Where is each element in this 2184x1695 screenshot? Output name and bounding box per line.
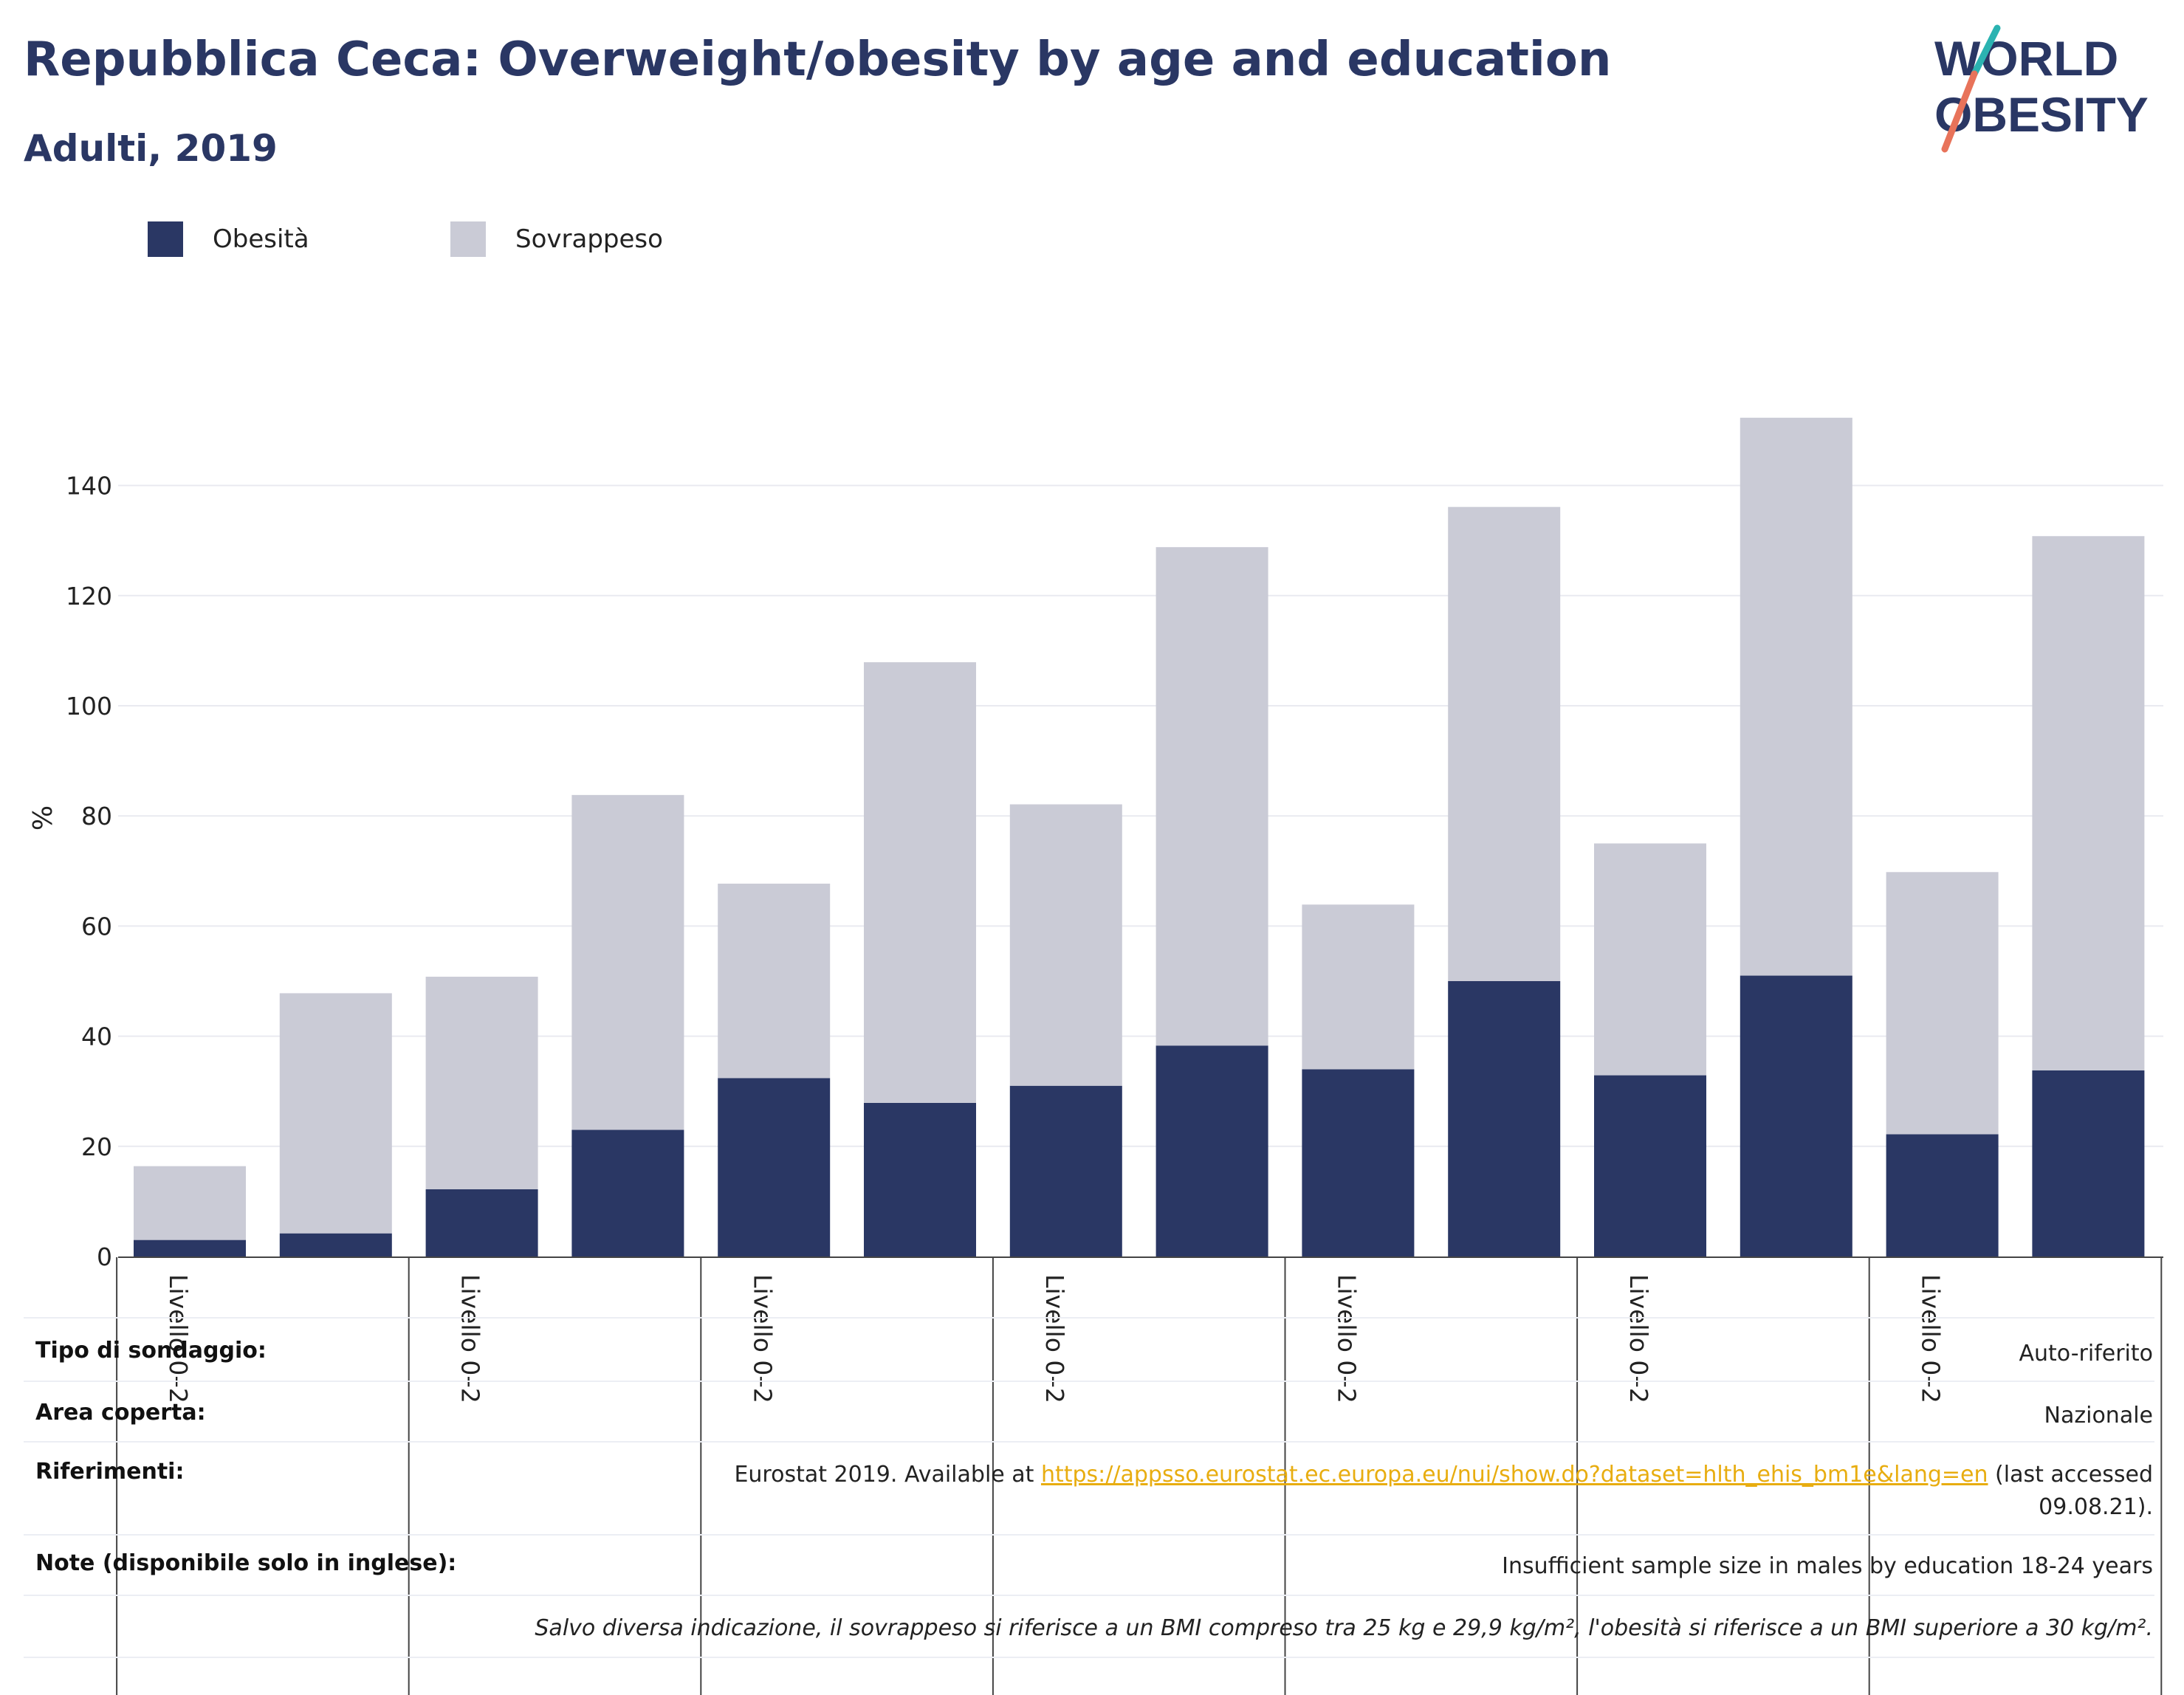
bar-obesity [1302, 1069, 1415, 1256]
info-divider [24, 1441, 2154, 1443]
x-category-label: Livello 0–2 [1624, 1274, 1653, 1403]
x-category-label: Livello 0–2 [1917, 1274, 1946, 1403]
bar-obesity [2032, 1070, 2145, 1256]
legend-label-overweight: Sovrappeso [515, 224, 663, 254]
legend-swatch-obesity [148, 221, 183, 257]
info-divider [24, 1534, 2154, 1536]
chart-title: Repubblica Ceca: Overweight/obesity by a… [24, 32, 1612, 87]
footnote-text: Salvo diversa indicazione, il sovrappeso… [535, 1615, 2153, 1641]
info-divider [24, 1381, 2154, 1382]
references-prefix: Eurostat 2019. Available at [734, 1462, 1041, 1488]
bar-overweight [1009, 804, 1122, 1086]
bar-obesity [1594, 1075, 1706, 1256]
bar-overweight [2032, 536, 2145, 1070]
bar-overweight [864, 662, 976, 1103]
y-tick-label: 60 [81, 912, 112, 941]
bar-overweight [571, 794, 684, 1130]
bar-overweight [1740, 417, 1852, 976]
y-tick-label: 20 [81, 1132, 112, 1161]
x-axis-category-labels: Livello 0–2 Livello 0–2 Livello 0–2 Livello… [164, 1274, 1946, 1403]
legend-label-obesity: Obesità [213, 224, 309, 254]
y-tick-label: 140 [66, 472, 112, 501]
y-tick-label: 100 [66, 692, 112, 721]
y-tick-label: 40 [81, 1022, 112, 1051]
references-suffix: (last accessed [1988, 1462, 2153, 1488]
area-key: Area coperta: [35, 1400, 206, 1426]
references-suffix-2: 09.08.21). [2039, 1494, 2153, 1520]
logo-slash-top [1971, 24, 2001, 78]
y-axis-title: % [28, 805, 58, 831]
bars [134, 417, 2145, 1256]
references-link[interactable]: https://appsso.eurostat.ec.europa.eu/nui… [1040, 1462, 1988, 1488]
bar-obesity [279, 1233, 392, 1256]
bar-obesity [864, 1102, 976, 1256]
y-tick-label: 120 [66, 582, 112, 611]
logo-slash-bottom [1941, 70, 1978, 153]
area-value: Nazionale [2044, 1403, 2153, 1428]
info-divider [24, 1317, 2154, 1318]
notes-value: Insufficient sample size in males by edu… [1502, 1553, 2153, 1579]
bar-obesity [1009, 1085, 1122, 1256]
x-category-label: Livello 0–2 [748, 1274, 777, 1403]
bar-overweight [1448, 506, 1561, 981]
bar-overweight [1302, 904, 1415, 1070]
legend-item-obesity[interactable]: Obesità [148, 219, 309, 260]
bar-overweight [1594, 843, 1706, 1076]
bar-obesity [1740, 975, 1852, 1256]
info-divider [24, 1595, 2154, 1596]
references-key: Riferimenti: [35, 1459, 185, 1485]
bar-overweight [134, 1166, 246, 1240]
y-tick-label: 0 [97, 1242, 112, 1271]
survey-type-key: Tipo di sondaggio: [35, 1338, 267, 1364]
bar-overweight [279, 993, 392, 1234]
x-axis [116, 1256, 2163, 1695]
chart-subtitle: Adulti, 2019 [24, 127, 278, 170]
world-obesity-logo: WORLD OBESITY [1934, 24, 2149, 153]
x-category-label: Livello 0–2 [456, 1274, 485, 1403]
x-category-label: Livello 0–2 [1333, 1274, 1361, 1403]
bar-obesity [718, 1078, 831, 1256]
logo-line-2: OBESITY [1934, 87, 2149, 142]
bar-obesity [134, 1240, 246, 1256]
bar-overweight [425, 977, 538, 1189]
references-value: Eurostat 2019. Available at https://apps… [455, 1459, 2153, 1524]
survey-type-value: Auto-riferito [2019, 1341, 2153, 1366]
y-tick-label: 80 [81, 802, 112, 831]
bar-overweight [1155, 547, 1268, 1046]
info-divider [24, 1657, 2154, 1658]
notes-key: Note (disponibile solo in inglese): [35, 1550, 457, 1576]
x-category-label: Livello 0–2 [1040, 1274, 1069, 1403]
bar-obesity [571, 1130, 684, 1256]
legend-swatch-overweight [450, 221, 486, 257]
logo-line-1: WORLD [1934, 31, 2118, 86]
bar-overweight [1886, 872, 1999, 1135]
legend-item-overweight[interactable]: Sovrappeso [450, 219, 663, 260]
y-axis-ticks: 0 20 40 60 80 100 120 140 [66, 472, 112, 1271]
gridlines [118, 484, 2163, 1147]
bar-obesity [425, 1189, 538, 1256]
bar-obesity [1886, 1134, 1999, 1256]
bar-obesity [1155, 1045, 1268, 1256]
bar-obesity [1448, 981, 1561, 1256]
bar-overweight [718, 883, 831, 1079]
